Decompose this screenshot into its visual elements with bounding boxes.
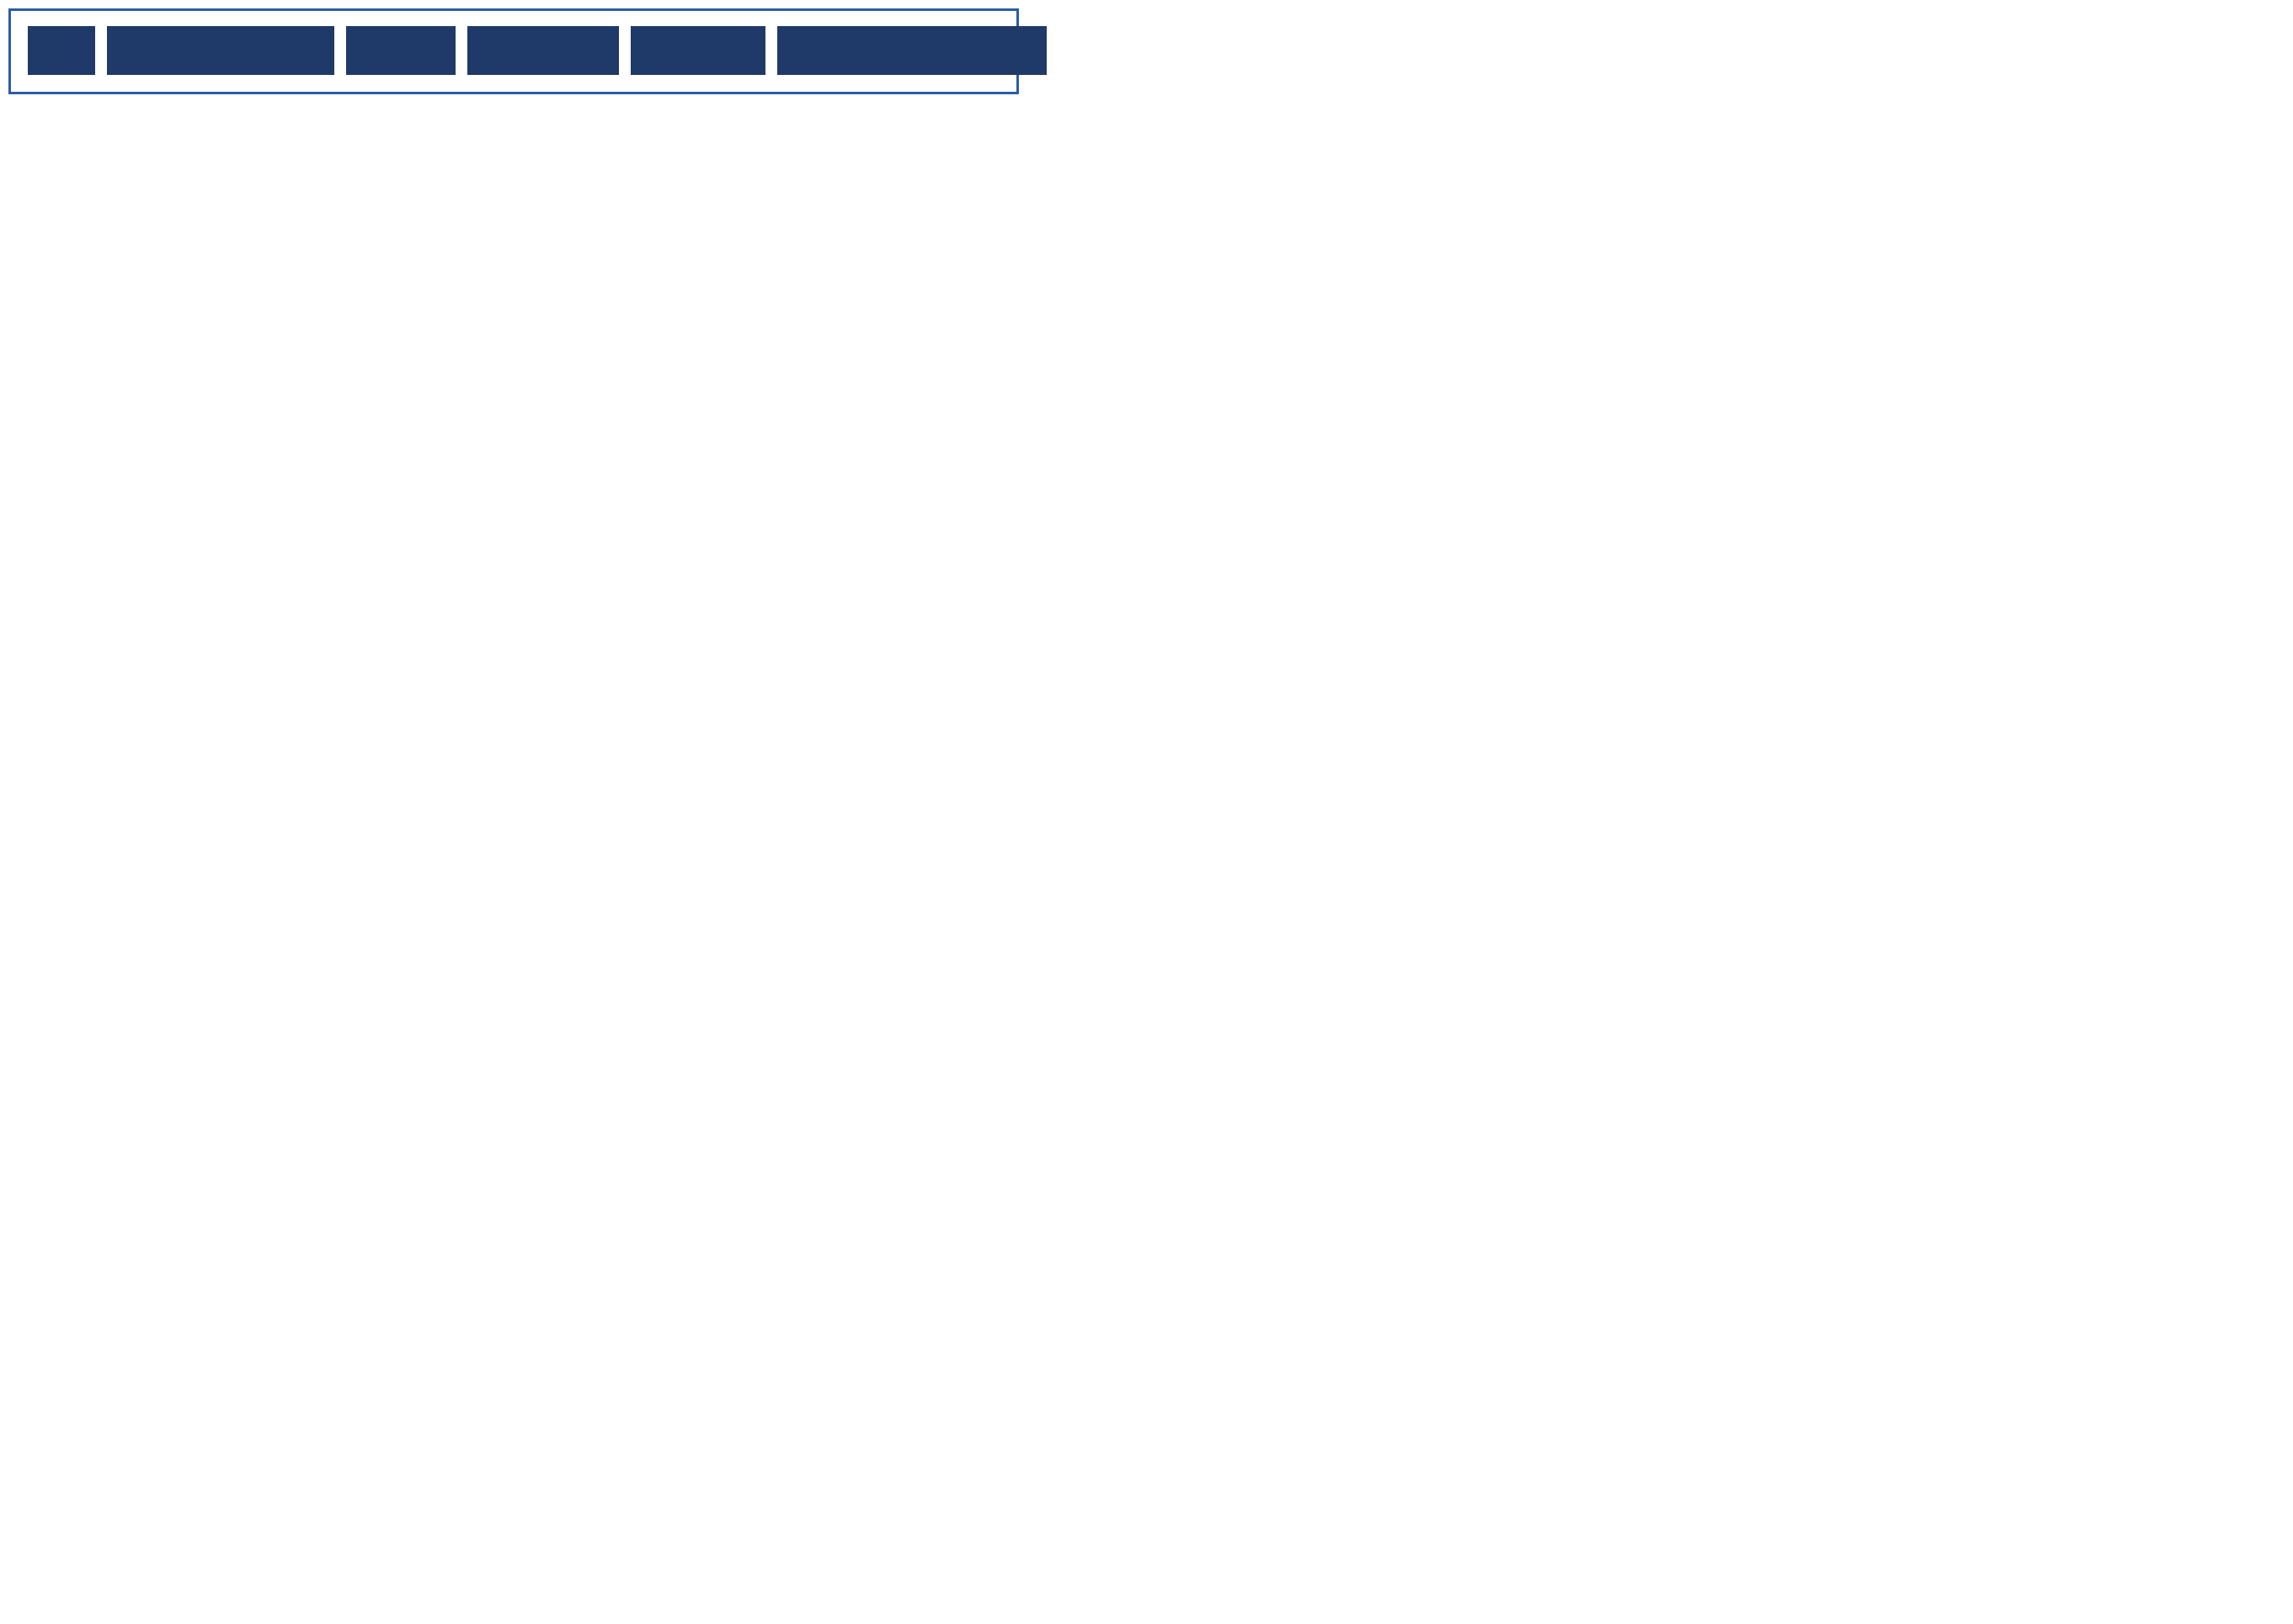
header-printer [467, 26, 619, 75]
header-formulation [346, 26, 456, 75]
diagram-frame [8, 8, 1019, 94]
diagram-grid [28, 26, 1000, 75]
header-site [107, 26, 334, 75]
header-phase [28, 26, 95, 75]
header-ipc [631, 26, 765, 75]
header-qc [777, 26, 1047, 75]
